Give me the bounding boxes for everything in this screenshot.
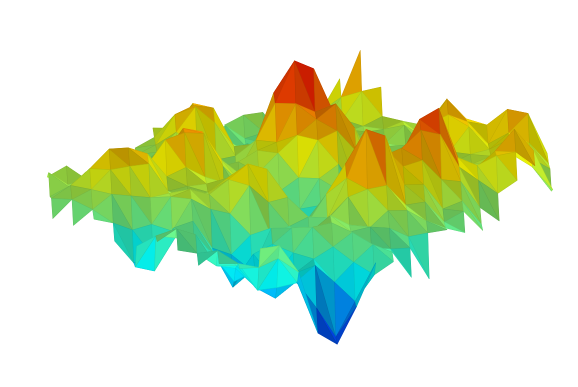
surface-facet-2-14-0	[89, 148, 111, 170]
surface-facet-19-21-1	[426, 220, 448, 234]
surface-facet-10-25-1	[258, 245, 280, 268]
surface-facet-4-19-1	[134, 235, 157, 268]
surface-facet-17-23-1	[390, 248, 412, 278]
surface-facet-6-21-1	[176, 228, 198, 254]
surface-facet-23-16-1	[496, 155, 518, 194]
surface-facet-0-14-1	[51, 198, 73, 219]
surface-facet-21-19-1	[461, 200, 484, 231]
surface-facet-11-25-1	[277, 245, 300, 273]
surface-facet-24-15-1	[514, 128, 536, 167]
surface-facet-20-20-1	[444, 221, 466, 233]
surface-facet-1-15-1	[71, 199, 93, 226]
surface-facet-14-25-1	[335, 306, 357, 345]
surface-facet-2-16-1	[92, 209, 114, 224]
surface-facet-5-20-1	[155, 228, 177, 242]
surface-facet-9-24-1	[238, 263, 260, 269]
surface-facet-18-22-0	[408, 232, 430, 280]
surface-facet-18-22-1	[408, 236, 430, 280]
surface-facet-12-9-0	[274, 60, 297, 104]
surface-facet-15-25-1	[354, 262, 376, 307]
surface-facet-8-23-1	[217, 250, 239, 264]
surface-facet-3-17-1	[112, 222, 135, 264]
surface-facet-13-25-1	[316, 307, 338, 345]
surface-facet-22-17-1	[478, 180, 500, 222]
surface-facet-16-1-0	[340, 50, 362, 98]
surface-facet-7-22-1	[196, 250, 218, 266]
surface-facet-16-24-1	[372, 244, 394, 276]
surface-facet-12-25-1	[297, 271, 319, 334]
